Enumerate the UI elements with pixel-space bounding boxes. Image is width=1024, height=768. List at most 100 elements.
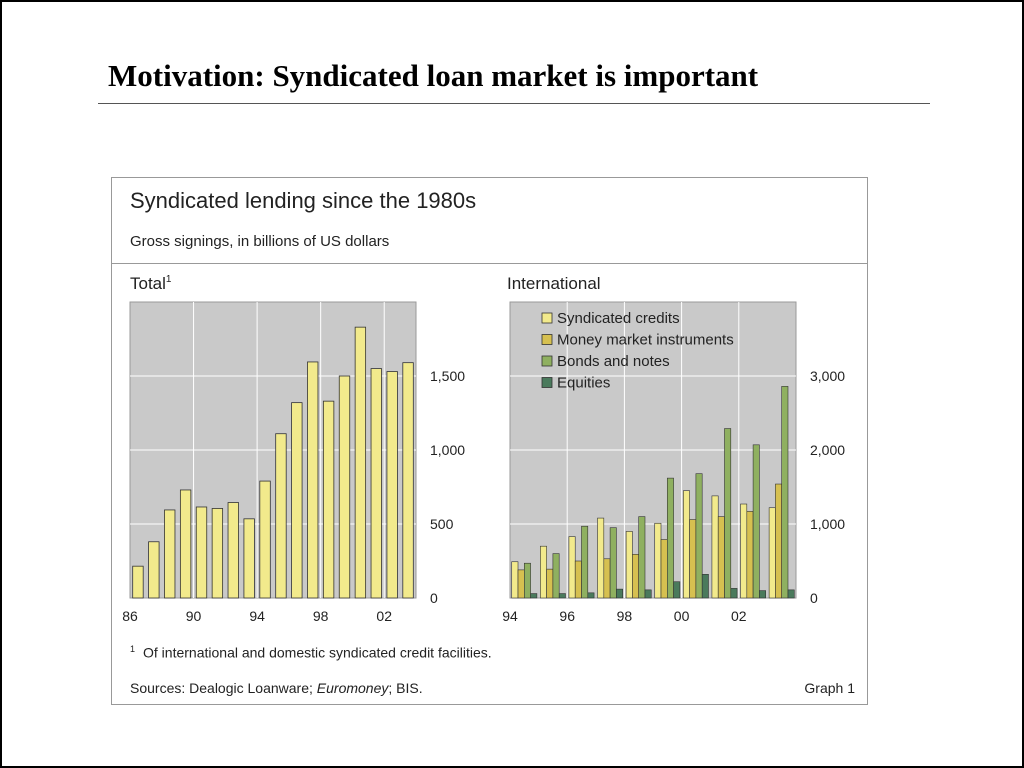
graph-label: Graph 1 bbox=[804, 680, 855, 696]
chart2-bar-series2 bbox=[717, 516, 725, 599]
chart2-y-tick-label: 2,000 bbox=[810, 442, 845, 458]
chart2-bar-series2 bbox=[775, 483, 783, 599]
chart2-legend-swatch bbox=[541, 312, 553, 324]
chart1-bar bbox=[195, 506, 208, 599]
chart2-bar-series2 bbox=[689, 519, 697, 599]
chart2-bar-series2 bbox=[546, 568, 554, 599]
chart1-bar bbox=[148, 541, 160, 599]
chart1-bar bbox=[307, 361, 319, 599]
chart1-bar bbox=[164, 509, 176, 599]
chart1-bar bbox=[291, 402, 303, 599]
chart1-bar bbox=[211, 508, 224, 599]
chart2-bar-series2 bbox=[603, 558, 611, 599]
chart2-x-tick-label: 98 bbox=[617, 608, 633, 624]
chart2-title: International bbox=[507, 274, 601, 293]
figure-title: Syndicated lending since the 1980s bbox=[130, 188, 477, 213]
chart2-bar-series4 bbox=[701, 574, 709, 599]
figure-sources: Sources: Dealogic Loanware; Euromoney; B… bbox=[130, 680, 423, 696]
chart2-bar-series2 bbox=[746, 511, 754, 599]
chart2-bar-series1 bbox=[683, 490, 690, 599]
footnote-marker: 1 bbox=[130, 644, 136, 654]
chart2-bar-series3 bbox=[666, 477, 674, 599]
chart1-bar bbox=[179, 489, 192, 599]
chart2-bar-series4 bbox=[787, 589, 795, 599]
chart1-bar bbox=[227, 502, 239, 599]
chart2-bar-series1 bbox=[597, 517, 605, 599]
chart1-x-tick-label: 86 bbox=[122, 608, 138, 624]
chart2-legend-swatch bbox=[541, 334, 553, 345]
chart2-bar-series3 bbox=[724, 428, 732, 599]
chart1-bar bbox=[275, 433, 287, 599]
chart2-bar-series1 bbox=[568, 536, 576, 599]
chart1-bar bbox=[386, 371, 398, 599]
chart2-bar-series3 bbox=[552, 553, 560, 599]
chart2-legend-swatch bbox=[541, 377, 553, 388]
chart2-bar-series4 bbox=[558, 593, 566, 599]
chart1-title: Total1 bbox=[130, 274, 172, 293]
chart1-x-tick-label: 98 bbox=[313, 608, 329, 624]
chart2-bar-series1 bbox=[711, 495, 719, 599]
chart1-bar bbox=[132, 565, 144, 599]
chart1-bar bbox=[322, 400, 335, 599]
chart1-bar bbox=[370, 368, 382, 599]
chart2-bar-series1 bbox=[740, 503, 748, 599]
chart1-x-tick-label: 02 bbox=[376, 608, 392, 624]
sources-italic: Euromoney bbox=[316, 680, 389, 696]
chart2-x-tick-label: 96 bbox=[559, 608, 575, 624]
chart1-x-tick-label: 94 bbox=[249, 608, 265, 624]
chart1-x-tick-label: 90 bbox=[186, 608, 202, 624]
chart2-bar-series1 bbox=[654, 522, 662, 599]
chart1-y-tick-label: 500 bbox=[430, 516, 454, 532]
chart2-legend-label: Equities bbox=[557, 375, 610, 392]
chart2-bar-series4 bbox=[587, 592, 595, 599]
slide-title: Motivation: Syndicated loan market is im… bbox=[108, 58, 759, 93]
chart2-bar-series2 bbox=[632, 554, 640, 599]
chart2-bar-series3 bbox=[523, 562, 531, 599]
chart2-bar-series3 bbox=[781, 386, 789, 599]
chart1-bar bbox=[259, 480, 271, 599]
chart2-bar-series2 bbox=[517, 569, 525, 599]
chart2-bar-series4 bbox=[530, 593, 538, 599]
figure-footnote: 1 Of international and domestic syndicate… bbox=[130, 644, 492, 661]
chart2-bar-series3 bbox=[638, 516, 646, 599]
chart2-bar-series4 bbox=[759, 590, 766, 599]
sources-prefix: Sources: Dealogic Loanware; bbox=[130, 680, 317, 696]
chart2-bar-series3 bbox=[695, 473, 703, 599]
chart2-bar-series1 bbox=[540, 545, 547, 599]
chart2-bar-series4 bbox=[644, 589, 652, 599]
chart1-y-tick-label: 0 bbox=[430, 590, 438, 606]
chart2-bar-series4 bbox=[730, 588, 738, 599]
chart1-bar bbox=[338, 375, 351, 599]
chart1-bar bbox=[243, 518, 255, 599]
chart2-bar-series2 bbox=[660, 539, 668, 599]
chart2-y-tick-label: 3,000 bbox=[810, 368, 845, 384]
chart2-y-tick-label: 1,000 bbox=[810, 516, 845, 532]
chart2-legend-label: Syndicated credits bbox=[557, 310, 680, 327]
chart2-bar-series4 bbox=[673, 581, 681, 599]
chart1-y-tick-label: 1,500 bbox=[430, 368, 465, 384]
chart2-bar-series1 bbox=[625, 531, 633, 599]
chart2-bar-series3 bbox=[609, 527, 617, 599]
figure-panel: Syndicated lending since the 1980s Gross… bbox=[111, 177, 868, 705]
chart2-y-tick-label: 0 bbox=[810, 590, 818, 606]
chart1-bar bbox=[402, 362, 414, 599]
figure-subtitle: Gross signings, in billions of US dollar… bbox=[130, 233, 390, 250]
chart-svg: Total1 86 90 94 98 02 0 500 1,000 1,500 Internatio… bbox=[122, 274, 845, 624]
chart2-bar-series2 bbox=[574, 560, 582, 599]
chart2-legend-label: Money market instruments bbox=[557, 332, 734, 349]
chart2-legend-label: Bonds and notes bbox=[557, 353, 670, 370]
chart1-y-tick-label: 1,000 bbox=[430, 442, 465, 458]
chart2-bar-series4 bbox=[616, 588, 623, 599]
chart2-x-tick-label: 00 bbox=[674, 608, 690, 624]
chart2-bar-series1 bbox=[768, 507, 776, 599]
sources-suffix: ; BIS. bbox=[388, 680, 423, 696]
chart2-legend-swatch bbox=[541, 355, 553, 367]
chart2-bar-series1 bbox=[511, 561, 519, 599]
title-divider bbox=[98, 103, 930, 104]
chart2-bar-series3 bbox=[581, 525, 589, 599]
figure-divider bbox=[112, 263, 867, 264]
chart1-bar bbox=[354, 326, 367, 599]
chart2-bar-series3 bbox=[752, 444, 760, 599]
chart2-x-tick-label: 94 bbox=[502, 608, 518, 624]
